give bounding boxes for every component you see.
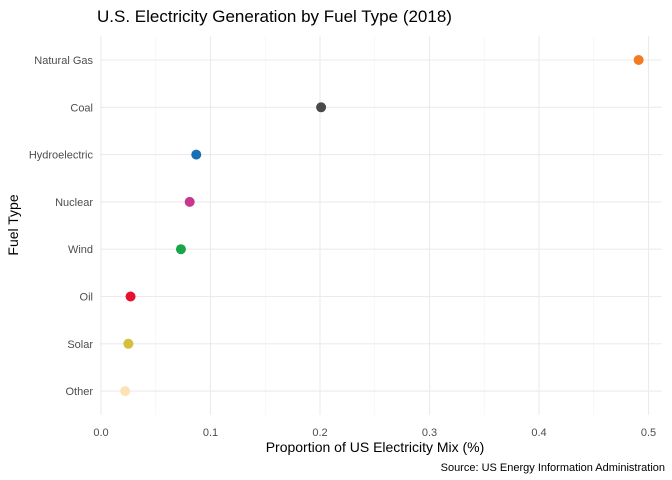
chart-title: U.S. Electricity Generation by Fuel Type…	[97, 7, 452, 26]
x-tick-label: 0.4	[531, 427, 546, 439]
data-point	[316, 102, 327, 113]
y-axis-ticks: Natural Gas Coal Hydroelectric Nuclear Wind O…	[29, 55, 94, 398]
data-point	[184, 196, 195, 207]
x-tick-label: 0.0	[93, 427, 108, 439]
y-tick-label: Natural Gas	[34, 55, 93, 67]
grid	[100, 36, 662, 415]
data-points	[120, 55, 644, 397]
data-point	[125, 291, 136, 302]
data-point	[175, 244, 186, 255]
x-tick-label: 0.2	[312, 427, 327, 439]
y-tick-label: Nuclear	[55, 197, 93, 209]
x-axis-ticks: 0.0 0.1 0.2 0.3 0.4 0.5	[93, 427, 656, 439]
x-tick-label: 0.3	[422, 427, 437, 439]
y-tick-label: Other	[65, 386, 93, 398]
y-tick-label: Solar	[67, 339, 93, 351]
y-tick-label: Oil	[80, 292, 93, 304]
data-point	[123, 338, 134, 349]
y-tick-label: Coal	[70, 102, 93, 114]
y-tick-label: Hydroelectric	[29, 150, 94, 162]
y-axis-title: Fuel Type	[5, 194, 21, 255]
x-tick-label: 0.5	[641, 427, 656, 439]
x-axis-title: Proportion of US Electricity Mix (%)	[266, 439, 485, 455]
data-point	[633, 55, 644, 65]
chart-caption: Source: US Energy Information Administra…	[441, 462, 665, 474]
y-tick-label: Wind	[68, 244, 93, 256]
data-point	[191, 149, 202, 160]
x-tick-label: 0.1	[203, 427, 218, 439]
data-point	[120, 386, 131, 397]
